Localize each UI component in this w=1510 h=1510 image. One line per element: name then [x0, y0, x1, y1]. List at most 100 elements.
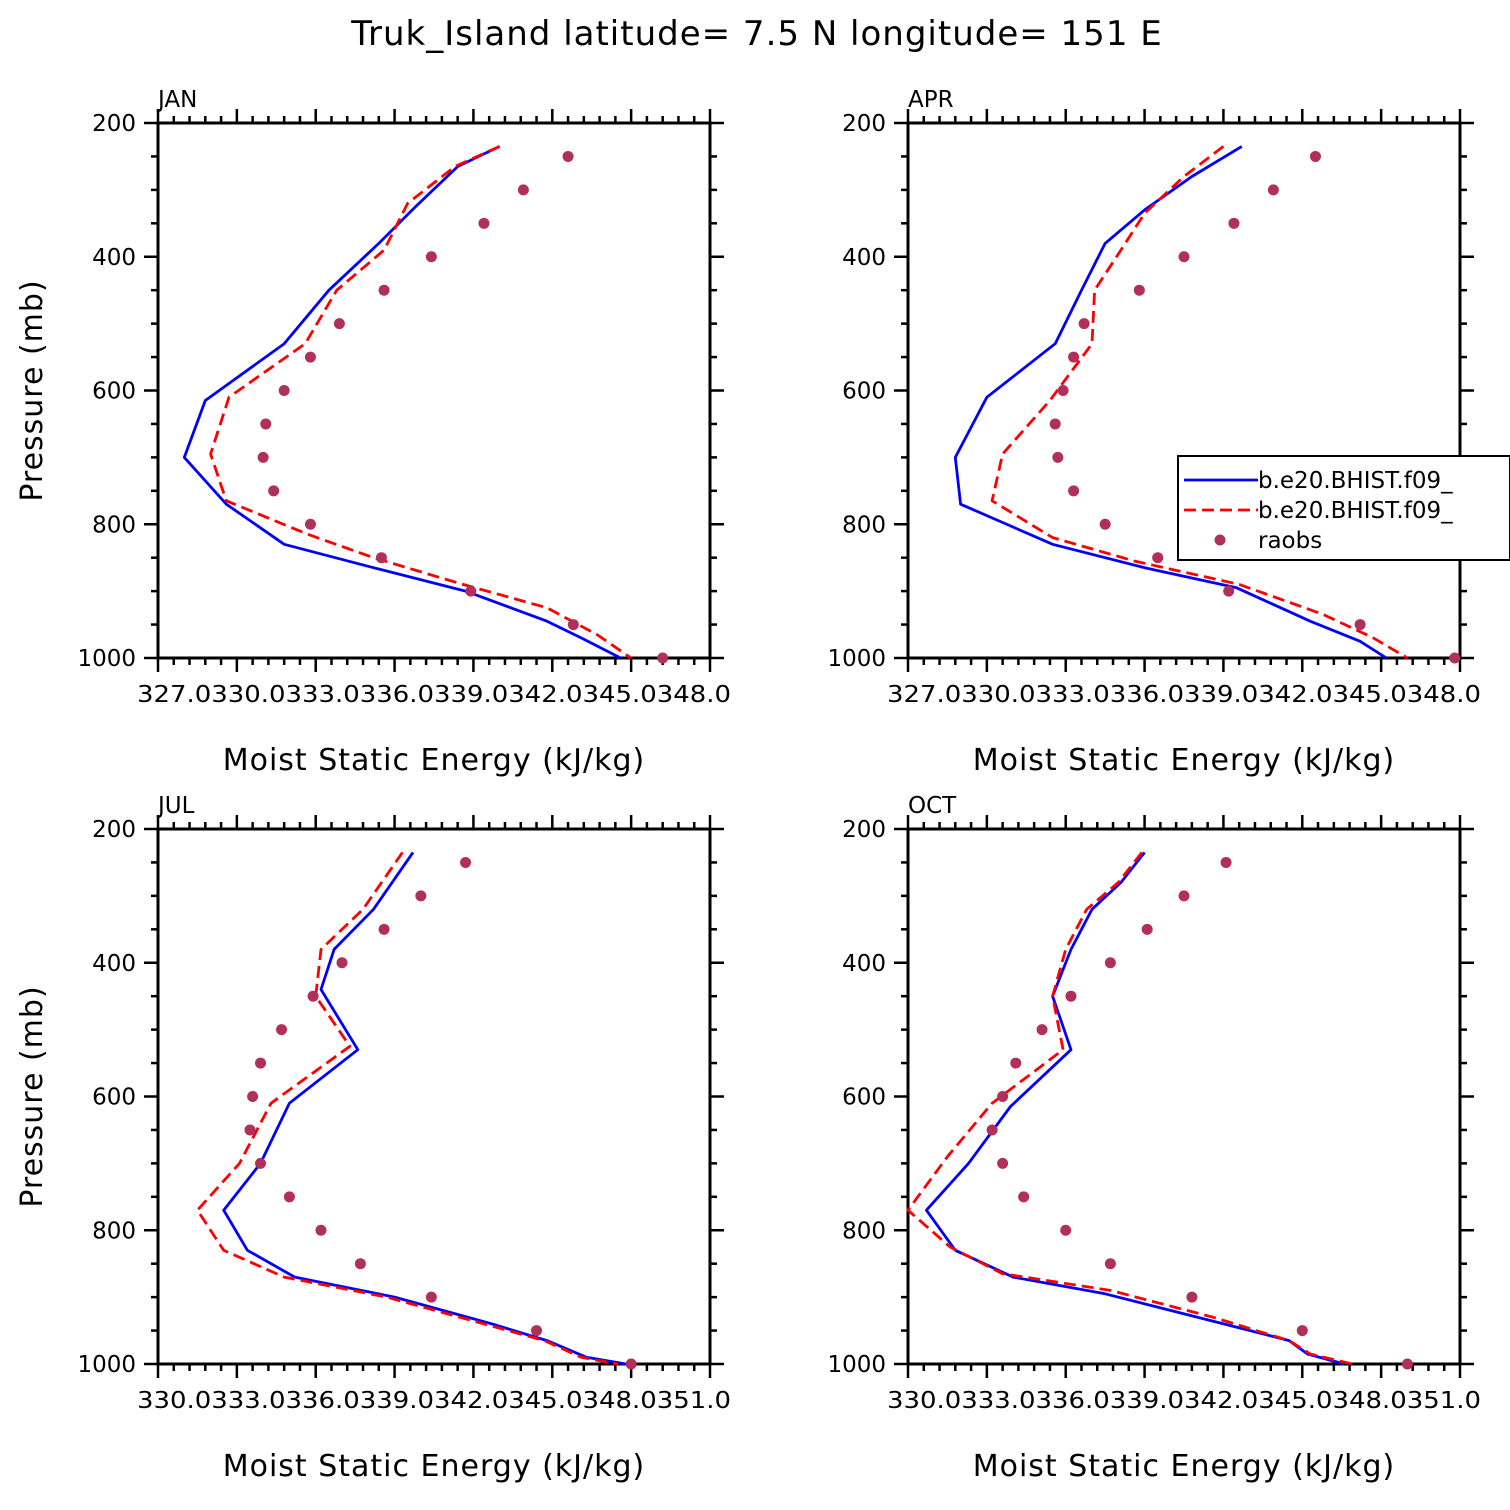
- raobs-point: [1068, 485, 1080, 497]
- raobs-point: [657, 652, 669, 664]
- legend-label: b.e20.BHIST.f09_: [1258, 468, 1453, 494]
- raobs-point: [336, 957, 348, 969]
- raobs-point: [415, 890, 427, 902]
- legend-marker: [1214, 534, 1226, 546]
- raobs-point: [244, 1124, 256, 1136]
- raobs-point: [378, 284, 390, 296]
- raobs-point: [260, 418, 272, 430]
- raobs-point: [1057, 385, 1069, 396]
- legend-label: raobs: [1258, 528, 1322, 554]
- panel-label: JUL: [156, 793, 195, 819]
- series-line-dashed: [906, 851, 1353, 1366]
- raobs-point: [1309, 150, 1321, 162]
- raobs-point: [1104, 1258, 1116, 1270]
- raobs-point: [1068, 351, 1080, 363]
- y-tick-label: 800: [92, 512, 136, 538]
- raobs-point: [562, 150, 574, 162]
- raobs-point: [304, 351, 316, 363]
- y-axis-title: Pressure (mb): [15, 985, 50, 1207]
- panels: JAN 327.0330.0333.0336.0339.0342.0345.034…: [15, 87, 1510, 1484]
- raobs-point: [354, 1258, 366, 1270]
- raobs-point: [1267, 184, 1279, 196]
- x-tick-labels: 327.0330.0333.0336.0339.0342.0345.0348.0: [887, 682, 1481, 708]
- x-axis-title: Moist Static Energy (kJ/kg): [223, 743, 646, 778]
- raobs-point: [1186, 1291, 1198, 1303]
- raobs-point: [997, 1091, 1009, 1102]
- panel-label: JAN: [156, 87, 197, 113]
- series-line-solid: [925, 851, 1345, 1366]
- y-tick-label: 1000: [827, 1352, 886, 1378]
- raobs-point: [567, 619, 579, 631]
- raobs-point: [531, 1325, 543, 1337]
- y-tick-label: 600: [92, 379, 136, 405]
- raobs-point: [1152, 552, 1164, 564]
- raobs-point: [1036, 1024, 1048, 1036]
- y-tick-label: 600: [842, 1085, 886, 1111]
- raobs-point: [315, 1224, 327, 1236]
- legend: b.e20.BHIST.f09_ b.e20.BHIST.f09_raobs: [1177, 455, 1510, 561]
- raobs-point: [1060, 1224, 1072, 1236]
- y-tick-label: 400: [92, 245, 136, 271]
- y-tick-label: 1000: [827, 646, 886, 672]
- series-line-solid: [182, 145, 622, 660]
- y-tick-label: 800: [92, 1218, 136, 1244]
- y-tick-label: 400: [92, 951, 136, 977]
- x-axis-title: Moist Static Energy (kJ/kg): [223, 1449, 646, 1484]
- chart-panel-jul: JUL 330.0333.0336.0339.0342.0345.0348.035…: [15, 793, 731, 1484]
- raobs-point: [276, 1024, 288, 1036]
- raobs-point: [1354, 619, 1366, 631]
- chart-panel-jan: JAN 327.0330.0333.0336.0339.0342.0345.034…: [15, 87, 731, 778]
- legend-label: b.e20.BHIST.f09_: [1258, 498, 1453, 524]
- raobs-point: [465, 585, 477, 597]
- raobs-point: [625, 1358, 637, 1370]
- x-tick-labels: 330.0333.0336.0339.0342.0345.0348.0351.0: [137, 1388, 731, 1414]
- raobs-point: [1104, 957, 1116, 969]
- raobs-point: [1449, 652, 1461, 664]
- x-tick-labels: 330.0333.0336.0339.0342.0345.0348.0351.0: [887, 1388, 1481, 1414]
- y-tick-label: 200: [842, 817, 886, 843]
- plot-frame: [906, 121, 1462, 660]
- raobs-point: [425, 1291, 437, 1303]
- raobs-point: [517, 184, 529, 196]
- raobs-point: [1133, 284, 1145, 296]
- raobs-point: [1099, 518, 1111, 530]
- y-tick-label: 800: [842, 512, 886, 538]
- plot-frame: [906, 827, 1462, 1366]
- panel-label: APR: [908, 87, 954, 113]
- raobs-point: [1010, 1057, 1022, 1069]
- y-tick-label: 800: [842, 1218, 886, 1244]
- plot-frame: [156, 827, 712, 1366]
- raobs-point: [268, 485, 280, 497]
- raobs-point: [1178, 251, 1190, 263]
- series-line-solid: [953, 145, 1388, 660]
- raobs-point: [425, 251, 437, 263]
- raobs-point: [255, 1057, 267, 1069]
- series-line-dashed: [195, 851, 619, 1366]
- raobs-point: [333, 318, 345, 330]
- raobs-point: [1078, 318, 1090, 330]
- raobs-point: [1401, 1358, 1413, 1370]
- raobs-point: [1065, 990, 1077, 1002]
- raobs-point: [278, 385, 290, 396]
- raobs-point: [1296, 1325, 1308, 1337]
- series-line-dashed: [990, 145, 1409, 660]
- y-tick-label: 200: [92, 111, 136, 137]
- raobs-point: [986, 1124, 998, 1136]
- y-tick-label: 200: [92, 817, 136, 843]
- y-tick-label: 1000: [77, 646, 136, 672]
- figure-title: Truk_Island latitude= 7.5 N longitude= 1…: [350, 14, 1163, 54]
- raobs-point: [1228, 217, 1240, 229]
- y-axis-title: Pressure (mb): [15, 279, 50, 501]
- series-line-solid: [222, 851, 627, 1366]
- raobs-point: [1178, 890, 1190, 902]
- raobs-point: [997, 1157, 1009, 1169]
- raobs-point: [1052, 451, 1064, 463]
- raobs-point: [1220, 856, 1232, 868]
- legend-box: [1177, 455, 1510, 561]
- series-line-dashed: [209, 145, 632, 660]
- panel-label: OCT: [908, 793, 957, 819]
- y-tick-label: 1000: [77, 1352, 136, 1378]
- raobs-point: [1141, 923, 1153, 935]
- raobs-point: [1018, 1191, 1030, 1203]
- raobs-point: [304, 518, 316, 530]
